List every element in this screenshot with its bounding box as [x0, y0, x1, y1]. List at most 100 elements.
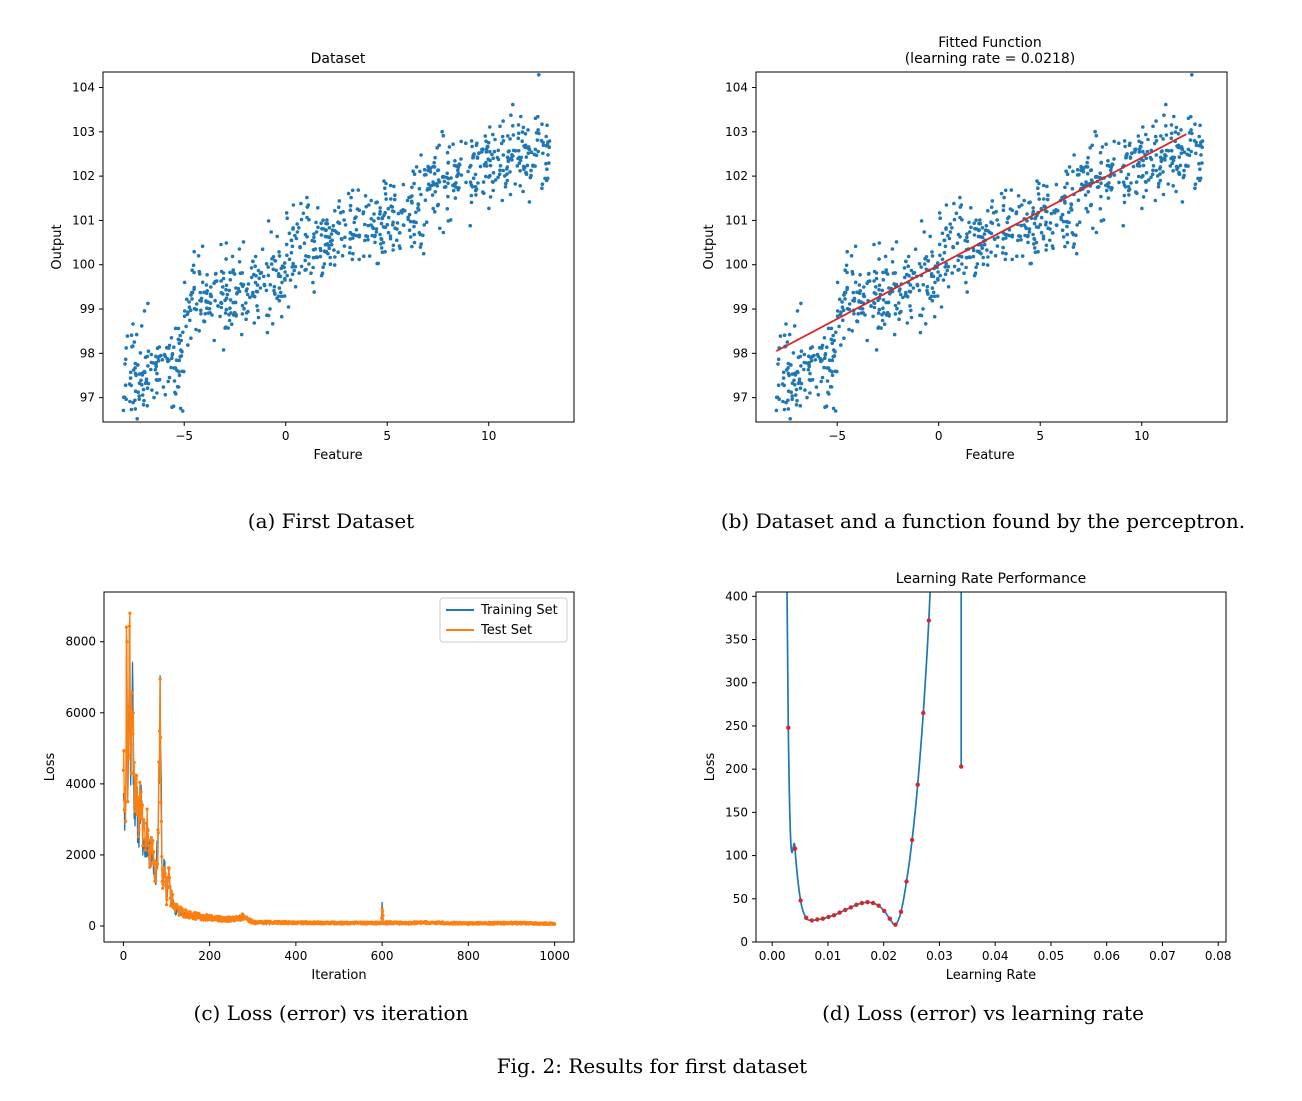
data-point: [390, 223, 395, 227]
data-point: [417, 186, 422, 191]
data-point: [482, 191, 486, 196]
data-point: [841, 318, 845, 323]
data-point: [1045, 197, 1050, 202]
data-point: [276, 294, 281, 299]
data-point: [506, 158, 511, 162]
data-point: [1049, 211, 1054, 216]
data-point: [523, 145, 527, 150]
data-point: [1093, 129, 1097, 134]
data-point: [154, 360, 158, 365]
y-tick-label: 8000: [65, 635, 96, 649]
y-tick-label: 102: [72, 169, 95, 183]
data-point: [884, 270, 888, 275]
data-point: [1151, 168, 1155, 173]
data-point: [1121, 223, 1125, 228]
data-point: [155, 371, 159, 376]
data-point: [984, 224, 989, 228]
data-point: [364, 204, 369, 209]
data-point: [1060, 228, 1065, 232]
data-point: [546, 153, 550, 157]
data-point: [203, 312, 207, 316]
data-point: [383, 250, 387, 254]
data-point: [1098, 207, 1103, 211]
data-point: [798, 386, 803, 391]
test-set-point: [161, 886, 165, 890]
data-point: [411, 169, 415, 173]
data-point: [362, 222, 367, 227]
data-point: [325, 218, 329, 222]
data-point: [235, 290, 240, 295]
data-point: [252, 321, 257, 325]
data-point: [516, 123, 521, 127]
data-point: [915, 283, 920, 288]
data-point: [384, 197, 389, 201]
x-tick-label: 5: [1036, 429, 1044, 443]
data-point: [796, 381, 801, 386]
data-point: [855, 319, 860, 324]
test-set-point: [184, 908, 188, 912]
data-point: [371, 226, 376, 231]
data-point: [958, 195, 962, 200]
data-point: [485, 164, 489, 168]
data-point: [980, 226, 985, 230]
data-point: [260, 247, 265, 251]
data-point: [219, 242, 223, 247]
y-tick-label: 350: [725, 633, 748, 647]
data-point: [1187, 131, 1192, 135]
data-point: [163, 392, 168, 397]
data-point: [776, 362, 780, 366]
data-point: [776, 357, 781, 362]
data-point: [428, 184, 433, 188]
data-point: [942, 238, 946, 243]
data-point: [959, 254, 964, 259]
data-point: [948, 230, 953, 234]
data-point: [261, 274, 266, 279]
test-set-point: [139, 817, 143, 821]
data-point: [1002, 195, 1006, 200]
data-point: [430, 193, 435, 197]
data-point: [143, 381, 148, 386]
data-point: [137, 372, 142, 376]
data-point: [350, 257, 355, 262]
data-point: [266, 273, 271, 278]
test-set-point: [123, 808, 127, 813]
test-set-point: [178, 912, 182, 916]
data-point: [1161, 192, 1166, 197]
data-point: [160, 358, 165, 362]
panel-caption: (d) Loss (error) vs learning rate: [822, 1001, 1144, 1025]
data-point: [312, 232, 316, 236]
data-point: [516, 148, 521, 153]
data-point: [929, 274, 934, 279]
data-point: [305, 205, 310, 209]
data-point: [228, 306, 232, 311]
data-point: [229, 322, 234, 327]
data-point: [205, 289, 209, 293]
data-point: [270, 257, 274, 261]
data-point: [990, 199, 995, 203]
test-set-point: [136, 795, 140, 799]
y-axis-label: Output: [702, 224, 717, 269]
loss-point: [837, 910, 842, 915]
data-point: [214, 279, 219, 283]
data-point: [194, 307, 199, 312]
data-point: [282, 265, 286, 270]
data-point: [787, 332, 792, 337]
data-point: [390, 205, 395, 209]
data-point: [219, 279, 223, 283]
test-set-point: [141, 844, 145, 848]
data-point: [432, 171, 437, 176]
loss-point: [843, 907, 848, 913]
data-point: [1079, 164, 1083, 169]
data-point: [786, 398, 790, 403]
data-point: [964, 280, 968, 285]
loss-point: [854, 902, 859, 907]
data-point: [446, 161, 451, 165]
test-set-point: [160, 855, 164, 859]
data-point: [498, 164, 503, 168]
data-point: [379, 221, 384, 226]
data-point: [388, 236, 393, 241]
loss-point: [932, 490, 936, 494]
data-point: [343, 235, 347, 240]
data-point: [833, 409, 838, 413]
data-point: [170, 353, 174, 357]
